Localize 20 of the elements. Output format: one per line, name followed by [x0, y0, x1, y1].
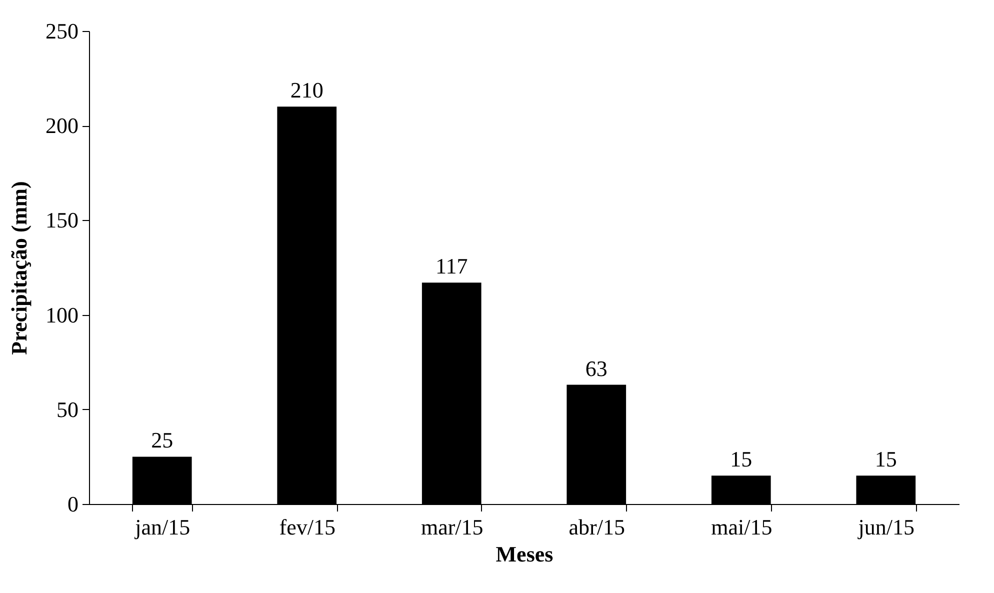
x-tick-label: jan/15	[134, 514, 190, 540]
y-tick-label: 100	[46, 302, 78, 328]
x-tick-label: fev/15	[279, 514, 336, 540]
x-tick-label: abr/15	[568, 514, 625, 540]
y-axis-title: Precipitação (mm)	[6, 181, 32, 355]
data-label: 117	[436, 254, 468, 279]
x-tick-label: mar/15	[420, 514, 484, 540]
data-label: 25	[151, 428, 174, 453]
x-tick-label: jun/15	[857, 514, 915, 540]
y-tick-label: 0	[68, 492, 78, 516]
x-tick-label: mai/15	[711, 514, 772, 540]
data-label: 15	[730, 446, 752, 472]
data-label: 15	[874, 446, 897, 472]
y-tick-label: 200	[46, 113, 78, 138]
data-label: 210	[290, 78, 324, 103]
data-label: 63	[585, 356, 608, 381]
y-tick-label: 250	[46, 18, 78, 44]
x-axis-title: Meses	[496, 542, 554, 566]
y-tick-label: 50	[56, 396, 78, 422]
y-tick-label: 150	[46, 208, 78, 233]
